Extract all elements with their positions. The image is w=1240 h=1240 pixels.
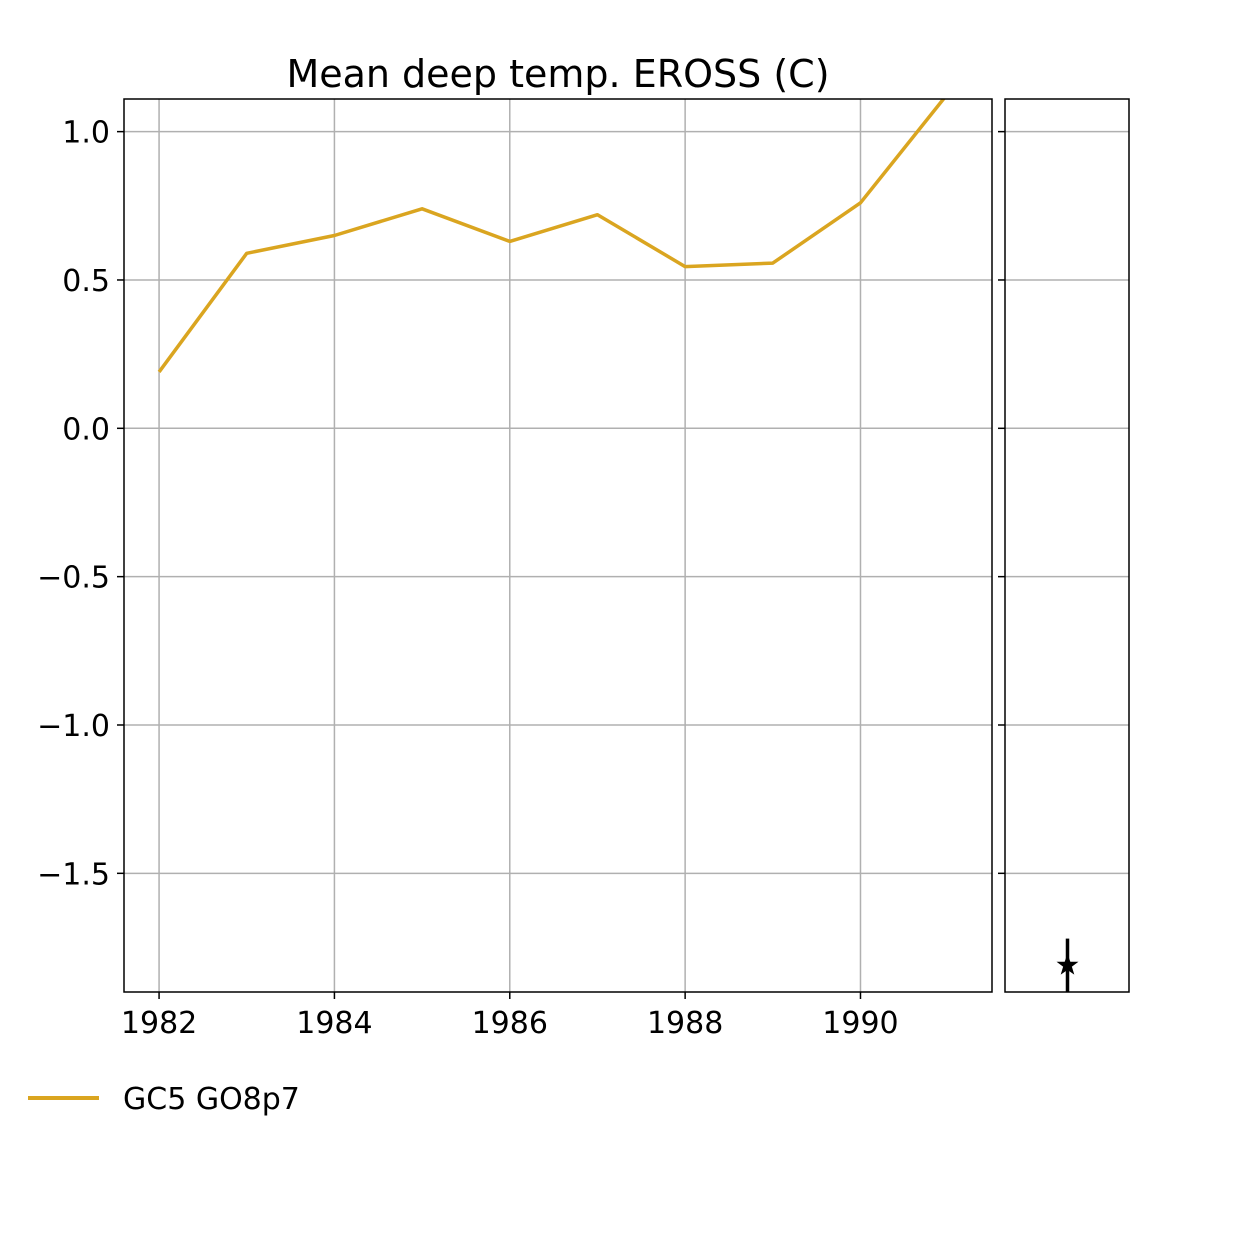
side-plot-frame	[1004, 98, 1130, 993]
series-line	[157, 99, 946, 373]
side-axis	[998, 130, 1005, 875]
legend-label: GC5 GO8p7	[123, 1082, 300, 1117]
x-tick-label: 1988	[647, 1006, 723, 1041]
y-tick-label: −0.5	[37, 561, 110, 596]
side-star-marker	[1056, 953, 1079, 975]
x-axis: 1982 1984 1986 1988 1990	[121, 992, 899, 1041]
x-tick-label: 1986	[472, 1006, 548, 1041]
main-grid	[124, 99, 992, 992]
y-tick-label: −1.5	[37, 857, 110, 892]
y-tick-label: 1.0	[62, 116, 110, 151]
main-plot-frame	[123, 98, 993, 993]
main-series-group	[157, 99, 946, 373]
x-tick-label: 1984	[296, 1006, 372, 1041]
y-tick-label: 0.5	[62, 264, 110, 299]
x-tick-label: 1990	[822, 1006, 898, 1041]
legend: GC5 GO8p7	[28, 1082, 300, 1117]
side-panel-marks	[1056, 938, 1079, 992]
x-tick-label: 1982	[121, 1006, 197, 1041]
y-tick-label: 0.0	[62, 412, 110, 447]
y-axis: 1.0 0.5 0.0 −0.5 −1.0 −1.5	[37, 116, 124, 892]
chart-title: Mean deep temp. EROSS (C)	[286, 52, 829, 96]
side-grid	[1005, 130, 1129, 875]
y-tick-label: −1.0	[37, 709, 110, 744]
